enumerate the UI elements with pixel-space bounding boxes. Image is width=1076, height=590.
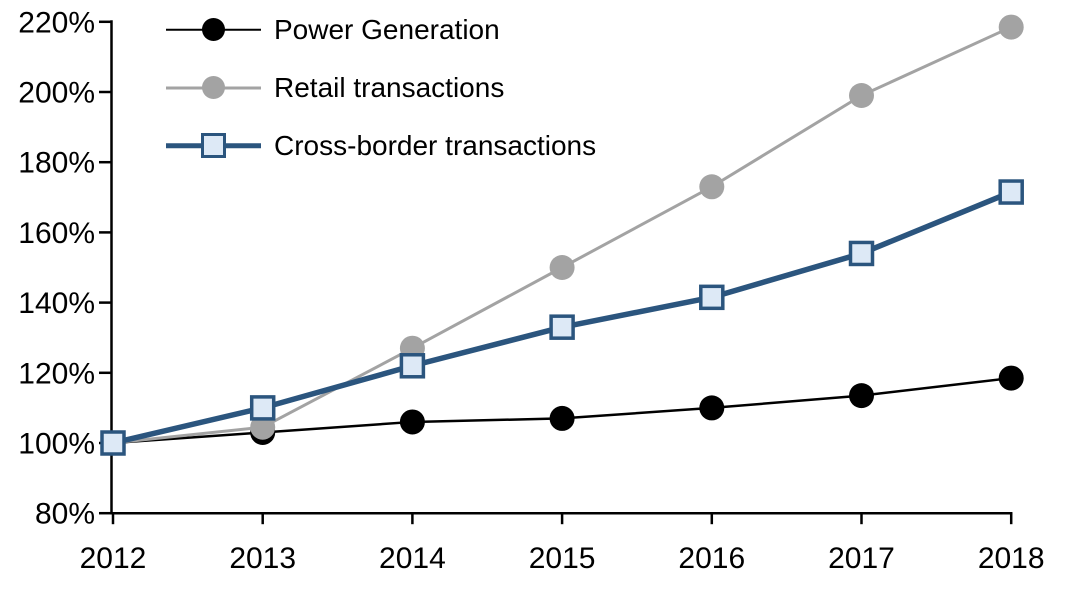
legend-label-power-generation: Power Generation — [274, 13, 500, 45]
y-axis-tick-label: 120% — [18, 357, 95, 390]
chart-legend: Power Generation Retail transactions Cro… — [166, 7, 596, 168]
x-axis-tick-label: 2014 — [379, 542, 446, 575]
y-axis-tick-label: 180% — [18, 147, 95, 180]
data-point-marker — [849, 383, 874, 409]
x-axis-tick-label: 2012 — [80, 542, 147, 575]
data-point-marker — [998, 179, 1024, 205]
data-point-marker — [549, 405, 575, 431]
data-point-marker — [549, 314, 575, 340]
y-axis-tick-label: 160% — [18, 217, 95, 250]
data-point-marker — [249, 395, 276, 421]
x-axis-tick-label: 2015 — [529, 542, 596, 575]
data-point-marker — [699, 395, 725, 421]
y-axis-tick-label: 220% — [18, 6, 95, 39]
data-point-marker — [399, 353, 426, 379]
y-axis-tick-label: 140% — [18, 287, 95, 320]
legend-label-cross-border-transactions: Cross-border transactions — [274, 129, 597, 161]
legend-item-cross-border-transactions: Cross-border transactions — [166, 123, 596, 168]
x-axis-tick-label: 2018 — [978, 542, 1045, 575]
circle-marker-icon — [202, 18, 225, 41]
y-axis-tick-label: 100% — [18, 428, 95, 461]
legend-item-retail-transactions: Retail transactions — [166, 65, 596, 110]
legend-sample-retail-transactions — [166, 73, 261, 103]
x-axis-tick-label: 2013 — [229, 542, 296, 575]
data-point-marker — [399, 409, 425, 435]
legend-sample-power-generation — [166, 15, 261, 45]
x-axis-tick-label: 2016 — [678, 542, 745, 575]
data-point-marker — [848, 240, 875, 267]
data-point-marker — [699, 284, 725, 311]
data-point-marker — [998, 365, 1024, 391]
legend-label-retail-transactions: Retail transactions — [274, 71, 505, 103]
circle-marker-icon — [202, 76, 225, 99]
y-axis-tick-label: 80% — [35, 498, 95, 531]
data-point-marker — [549, 255, 575, 280]
legend-item-power-generation: Power Generation — [166, 7, 596, 52]
legend-sample-cross-border-transactions — [166, 131, 261, 161]
square-marker-icon — [201, 133, 226, 158]
data-point-marker — [250, 414, 276, 440]
data-point-marker — [100, 430, 126, 456]
x-axis-tick-label: 2017 — [828, 542, 895, 575]
data-point-marker — [699, 174, 725, 200]
data-point-marker — [849, 83, 874, 109]
data-point-marker — [998, 14, 1024, 40]
y-axis-tick-label: 200% — [18, 77, 95, 110]
